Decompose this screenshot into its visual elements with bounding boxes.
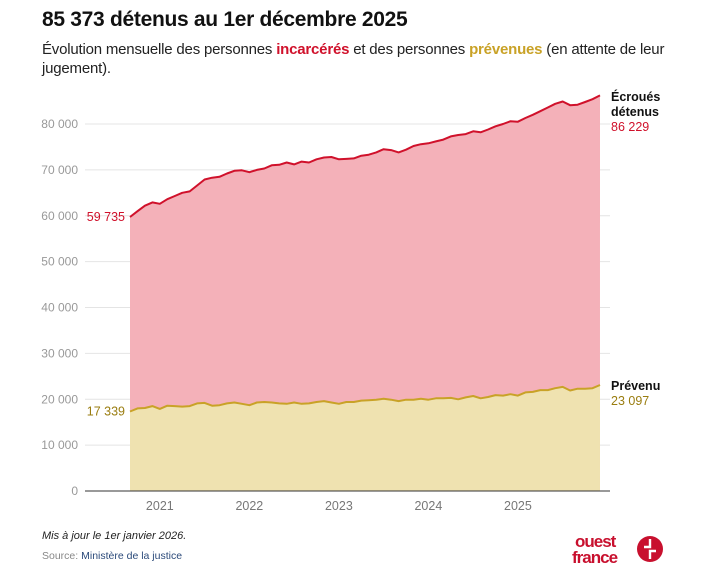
subtitle-highlight-detenus: incarcérés [276,41,350,58]
y-tick-label: 10 000 [41,438,78,452]
svg-text:ouest: ouest [575,532,617,551]
prevenus-area [130,385,600,491]
x-tick-label: 2022 [235,499,263,513]
end-label-prevenus: 23 097 [611,394,649,408]
ouest-france-logo: ouest france [572,532,663,566]
y-tick-label: 50 000 [41,255,78,269]
series-name-detenus-line1: Écroués [611,89,660,104]
chart-title: 85 373 détenus au 1er décembre 2025 [42,8,408,31]
svg-text:france: france [572,548,618,566]
start-label-prevenus: 17 339 [87,404,125,418]
y-tick-label: 30 000 [41,346,78,360]
chart-subtitle: Évolution mensuelle des personnes incarc… [42,40,682,78]
subtitle-text: Évolution mensuelle des personnes [42,41,277,58]
x-tick-label: 2025 [504,499,532,513]
y-tick-label: 80 000 [41,117,78,131]
start-label-detenus: 59 735 [87,210,125,224]
y-tick-label: 0 [71,484,78,498]
series-name-detenus-line2: détenus [611,105,659,119]
x-tick-label: 2024 [414,499,442,513]
subtitle-highlight-prevenus: prévenues [469,41,543,58]
subtitle-text: (en attente de leur jugement). [42,41,665,77]
subtitle-text: et des personnes [349,41,470,58]
prevenus-line [129,384,601,413]
end-label-detenus: 86 229 [611,120,649,134]
y-tick-label: 70 000 [41,163,78,177]
y-tick-label: 20 000 [41,392,78,406]
source-label: Source: [42,550,82,562]
y-tick-label: 60 000 [41,209,78,223]
series-name-prevenus: Prévenu [611,379,660,393]
detenus-area [130,95,600,492]
detenus-line [129,94,601,218]
updated-note: Mis à jour le 1er janvier 2026. [42,530,187,542]
area-chart: 0 10 000 20 000 30 000 40 000 50 000 60 000 70 … [41,89,660,513]
x-tick-label: 2021 [146,499,174,513]
source-note: Source: Ministère de la justice [42,550,182,562]
x-tick-label: 2023 [325,499,353,513]
source-link[interactable]: Ministère de la justice [81,550,183,562]
y-tick-label: 40 000 [41,301,78,315]
